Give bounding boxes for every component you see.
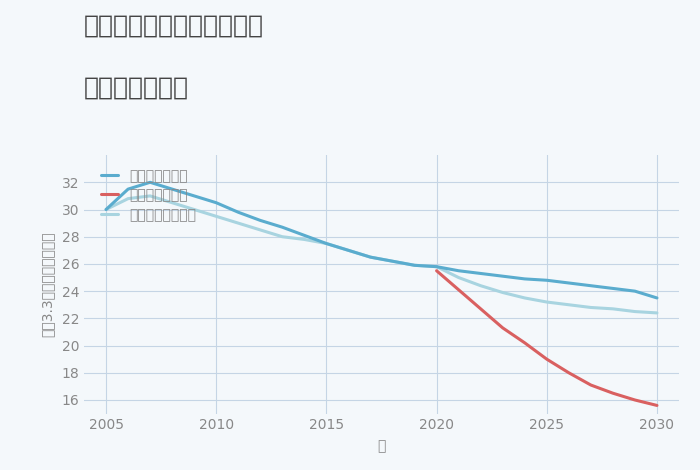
Legend: グッドシナリオ, バッドシナリオ, ノーマルシナリオ: グッドシナリオ, バッドシナリオ, ノーマルシナリオ — [97, 164, 200, 226]
Text: 土地の価格推移: 土地の価格推移 — [84, 75, 189, 99]
Y-axis label: 坪（3.3㎡）単価（万円）: 坪（3.3㎡）単価（万円） — [41, 232, 55, 337]
Text: 兵庫県姫路市安富町皆河の: 兵庫県姫路市安富町皆河の — [84, 14, 264, 38]
X-axis label: 年: 年 — [377, 439, 386, 454]
